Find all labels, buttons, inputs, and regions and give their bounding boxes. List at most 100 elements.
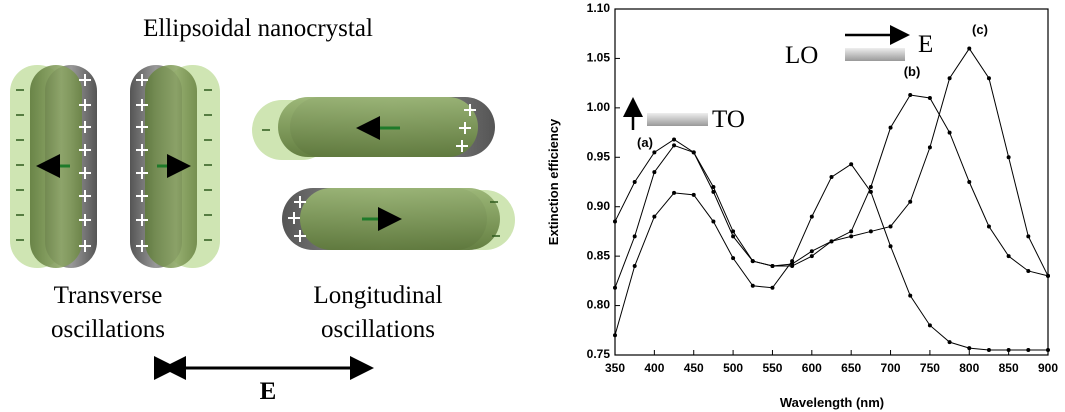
x-tick-label: 450 (684, 361, 704, 375)
plus-sign (459, 122, 471, 134)
caption: Longitudinal (313, 282, 442, 309)
plus-sign (136, 99, 148, 111)
x-tick-label: 800 (959, 361, 979, 375)
data-point (1026, 348, 1031, 353)
plus-sign (288, 212, 300, 224)
data-point (1006, 348, 1011, 353)
y-tick-label: 0.85 (587, 248, 611, 262)
data-point (1046, 348, 1050, 353)
data-point (849, 162, 854, 167)
data-point (632, 264, 637, 269)
data-point (1026, 234, 1031, 239)
data-point (731, 229, 736, 234)
diagram: Ellipsoidal nanocrystal Transverse oscil… (10, 15, 515, 405)
data-point (868, 229, 873, 234)
data-point (927, 323, 932, 328)
data-point (1006, 254, 1011, 259)
data-point (947, 130, 952, 135)
x-tick-label: 400 (644, 361, 664, 375)
data-point (652, 170, 657, 175)
data-point (750, 283, 755, 288)
data-point (809, 214, 814, 219)
plus-sign (136, 74, 148, 86)
data-point (986, 348, 991, 353)
data-point (888, 244, 893, 249)
plus-sign (294, 230, 306, 242)
data-point (770, 285, 775, 290)
chart: Extinction efficiency Wavelength (nm) LO… (546, 1, 1058, 410)
plus-sign (136, 144, 148, 156)
data-point (967, 46, 972, 51)
data-point (613, 285, 617, 290)
x-tick-label: 500 (723, 361, 743, 375)
data-point (967, 346, 972, 351)
data-point (829, 175, 834, 180)
plus-sign (79, 99, 91, 111)
field-label: E (260, 378, 277, 405)
plus-sign (79, 144, 91, 156)
x-tick-label: 700 (881, 361, 901, 375)
y-tick-label: 0.75 (587, 347, 611, 361)
data-point (888, 125, 893, 130)
data-point (672, 137, 677, 142)
data-point (849, 234, 854, 239)
x-tick-label: 750 (920, 361, 940, 375)
data-point (672, 143, 677, 148)
data-point (908, 199, 913, 204)
data-point (868, 184, 873, 189)
y-tick-label: 0.90 (587, 199, 611, 213)
data-point (809, 254, 814, 259)
plus-sign (136, 240, 148, 252)
y-tick-label: 0.95 (587, 149, 611, 163)
x-tick-label: 650 (841, 361, 861, 375)
plus-sign (464, 104, 476, 116)
rod-green (300, 188, 500, 250)
data-point (849, 229, 854, 234)
plus-sign (79, 240, 91, 252)
x-tick-label: 350 (605, 361, 625, 375)
data-point (770, 264, 775, 269)
data-point (868, 189, 873, 194)
data-point (691, 150, 696, 155)
data-point (790, 264, 795, 269)
rod-icon (845, 48, 905, 61)
data-point (1006, 155, 1011, 160)
charge-signs (16, 74, 500, 252)
annotation: TO (712, 106, 745, 133)
plus-sign (79, 74, 91, 86)
y-tick-label: 1.05 (587, 51, 611, 65)
caption: oscillations (321, 316, 435, 343)
data-point (632, 180, 637, 184)
data-point (927, 95, 932, 100)
plus-sign (136, 121, 148, 133)
annotation: LO (785, 42, 818, 69)
x-tick-label: 850 (999, 361, 1019, 375)
data-point (986, 76, 991, 81)
diagram-title: Ellipsoidal nanocrystal (143, 15, 373, 42)
data-point (711, 184, 716, 189)
data-point (691, 192, 696, 197)
plus-sign (79, 214, 91, 226)
annotation: E (918, 31, 933, 58)
plus-sign (456, 140, 468, 152)
rod-icon (647, 113, 708, 126)
plus-sign (136, 167, 148, 179)
series-label: (b) (904, 64, 921, 79)
y-tick-label: 1.10 (587, 1, 611, 15)
plus-sign (79, 121, 91, 133)
x-tick-label: 550 (762, 361, 782, 375)
data-point (1046, 273, 1050, 278)
data-point (829, 239, 834, 244)
x-tick-label: 900 (1038, 361, 1058, 375)
plus-sign (294, 196, 306, 208)
x-tick-label: 600 (802, 361, 822, 375)
x-axis-label: Wavelength (nm) (780, 395, 884, 410)
data-point (750, 259, 755, 264)
data-point (927, 145, 932, 150)
plot-frame (614, 8, 1049, 356)
data-point (986, 224, 991, 229)
data-point (652, 150, 657, 155)
data-point (672, 190, 677, 195)
data-point (908, 93, 913, 98)
